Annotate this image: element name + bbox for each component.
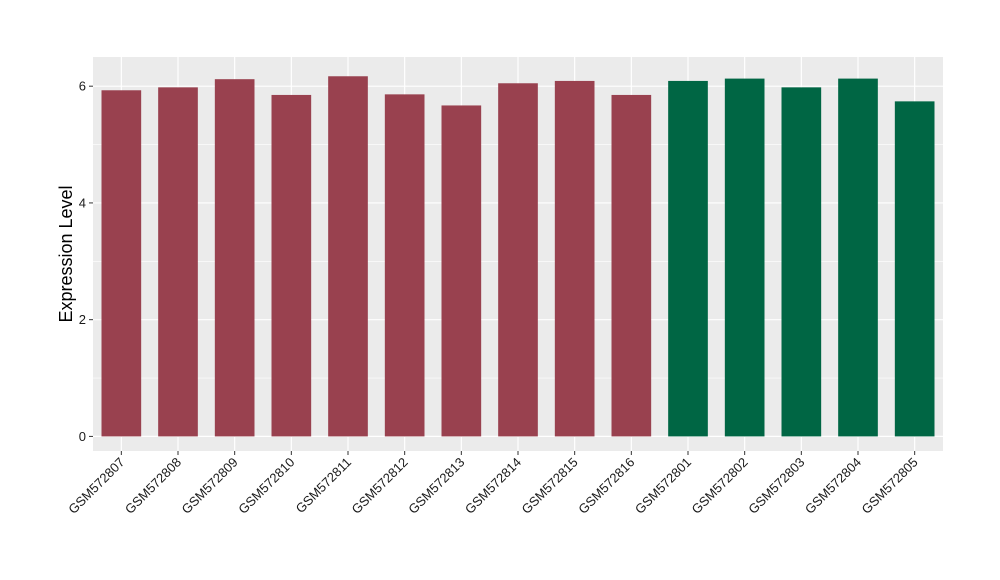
x-tick-label: GSM572814 <box>462 455 524 517</box>
y-tick-label: 2 <box>79 312 86 327</box>
x-tick-label: GSM572803 <box>745 455 807 517</box>
bar-GSM572811 <box>328 76 368 437</box>
x-tick-label: GSM572816 <box>575 455 637 517</box>
x-tick-label: GSM572811 <box>293 455 355 517</box>
y-tick-label: 6 <box>79 79 86 94</box>
x-tick-label: GSM572812 <box>349 455 411 517</box>
bar-GSM572809 <box>214 79 255 437</box>
bar-GSM572804 <box>838 78 878 437</box>
bar-GSM572812 <box>384 94 425 437</box>
y-tick-label: 0 <box>79 429 86 444</box>
bar-GSM572814 <box>498 83 538 437</box>
bar-GSM572813 <box>441 105 482 437</box>
x-tick-label: GSM572815 <box>519 455 581 517</box>
x-tick-label: GSM572809 <box>179 455 241 517</box>
bars <box>101 76 935 437</box>
x-tick-label: GSM572808 <box>122 455 184 517</box>
bar-GSM572815 <box>554 80 595 437</box>
x-tick-label: GSM572813 <box>405 455 467 517</box>
bar-GSM572805 <box>894 101 935 437</box>
x-tick-label: GSM572810 <box>235 455 297 517</box>
bar-GSM572808 <box>158 87 198 437</box>
bar-GSM572810 <box>271 94 312 437</box>
bar-GSM572816 <box>611 94 652 437</box>
x-tick-label: GSM572807 <box>65 455 127 517</box>
x-tick-label: GSM572802 <box>689 455 751 517</box>
bar-GSM572807 <box>101 90 142 437</box>
x-tick-label: GSM572801 <box>632 455 694 517</box>
x-tick-label: GSM572805 <box>859 455 921 517</box>
bar-GSM572802 <box>724 78 765 437</box>
y-tick-label: 4 <box>79 195 86 210</box>
bar-GSM572803 <box>781 87 822 437</box>
x-tick-label: GSM572804 <box>802 455 864 517</box>
bar-GSM572801 <box>668 80 708 437</box>
y-axis-title: Expression Level <box>56 185 76 322</box>
